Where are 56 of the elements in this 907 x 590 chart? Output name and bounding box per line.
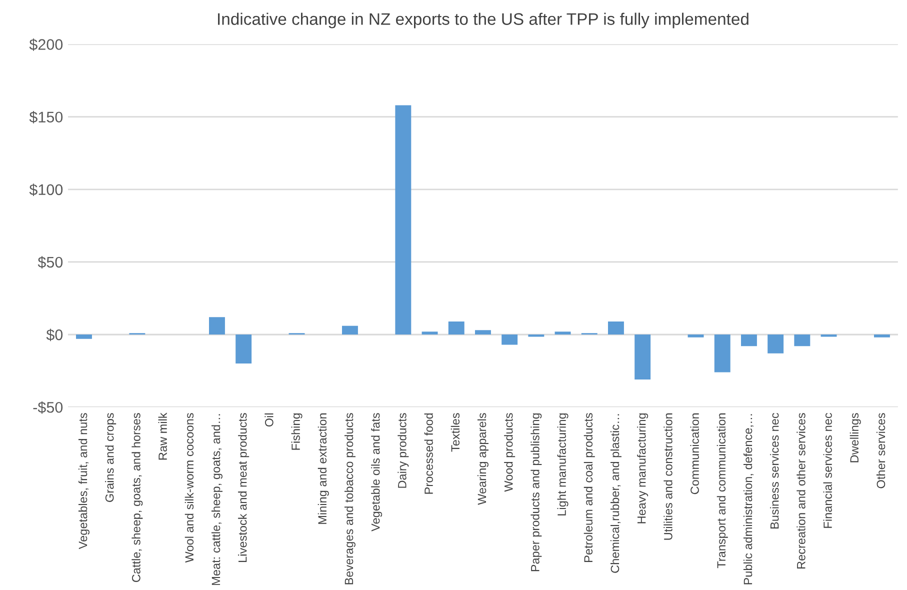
chart-title: Indicative change in NZ exports to the US after TPP is fully implemented bbox=[218, 12, 748, 28]
x-tick-label: Wood products bbox=[504, 413, 516, 492]
x-tick-label: Cattle, sheep, goats, and horses bbox=[132, 413, 143, 582]
x-tick-label: Grains and crops bbox=[105, 413, 116, 502]
bar bbox=[209, 317, 225, 335]
y-tick-label: $100 bbox=[29, 184, 63, 196]
x-tick-label: Beverages and tobacco products bbox=[344, 413, 356, 584]
x-tick-label: Chemical,rubber, and plastic… bbox=[610, 414, 622, 573]
x-tick-label: Other services bbox=[876, 413, 886, 488]
x-tick-label: Wool and silk-worm cocoons bbox=[184, 413, 194, 563]
x-tick-label: Mining and extraction bbox=[318, 413, 329, 524]
bar bbox=[714, 334, 730, 372]
x-tick-label: Wearing apparels bbox=[477, 413, 488, 505]
y-tick-label: $150 bbox=[29, 111, 63, 124]
bar bbox=[395, 105, 412, 335]
x-tick-label: Fishing bbox=[291, 413, 302, 450]
x-tick-label: Recreation and other services bbox=[796, 413, 806, 569]
bar bbox=[422, 332, 438, 335]
x-tick-label: Oil bbox=[264, 413, 274, 427]
bar bbox=[342, 326, 358, 335]
x-tick-label: Meat: cattle, sheep, goats, and… bbox=[211, 414, 222, 585]
x-tick-label: Dairy products bbox=[398, 413, 409, 488]
bar bbox=[554, 332, 571, 335]
x-tick-label: Communication bbox=[690, 413, 699, 494]
bar bbox=[874, 334, 890, 338]
x-tick-label: Vegetables, fruit, and nuts bbox=[78, 413, 90, 550]
x-tick-label: Public administration, defence,… bbox=[743, 414, 754, 584]
bar bbox=[76, 334, 92, 339]
x-tick-label: Textiles bbox=[450, 413, 460, 452]
x-tick-label: Vegetable oils and fats bbox=[371, 413, 382, 532]
bar bbox=[794, 334, 810, 346]
y-tick-label: -$50 bbox=[33, 401, 63, 414]
bar bbox=[236, 334, 252, 364]
y-tick-label: $50 bbox=[38, 256, 63, 269]
x-tick-label: Dwellings bbox=[850, 413, 861, 462]
y-tick-label: $200 bbox=[29, 38, 63, 51]
x-tick-label: Petroleum and coal products bbox=[584, 413, 595, 562]
x-tick-label: Livestock and meat products bbox=[238, 413, 250, 562]
x-tick-label: Utilities and construction bbox=[664, 413, 672, 540]
bar bbox=[475, 330, 491, 335]
x-tick-label: Light manufacturing bbox=[557, 413, 568, 516]
bar bbox=[502, 334, 518, 345]
x-tick-label: Raw milk bbox=[158, 412, 167, 460]
x-tick-label: Heavy manufacturing bbox=[637, 413, 648, 524]
bar bbox=[634, 334, 651, 380]
x-tick-label: Business services nec bbox=[770, 412, 779, 528]
y-tick-label: $0 bbox=[46, 328, 63, 342]
bar bbox=[740, 334, 757, 346]
x-tick-label: Transport and communication bbox=[716, 413, 728, 568]
bar bbox=[448, 321, 464, 335]
bar bbox=[608, 321, 624, 335]
bar bbox=[688, 334, 704, 338]
x-tick-label: Processed food bbox=[424, 413, 433, 494]
x-tick-label: Paper products and publishing bbox=[530, 413, 542, 572]
x-tick-label: Financial services nec bbox=[823, 412, 832, 528]
bar bbox=[768, 334, 784, 354]
